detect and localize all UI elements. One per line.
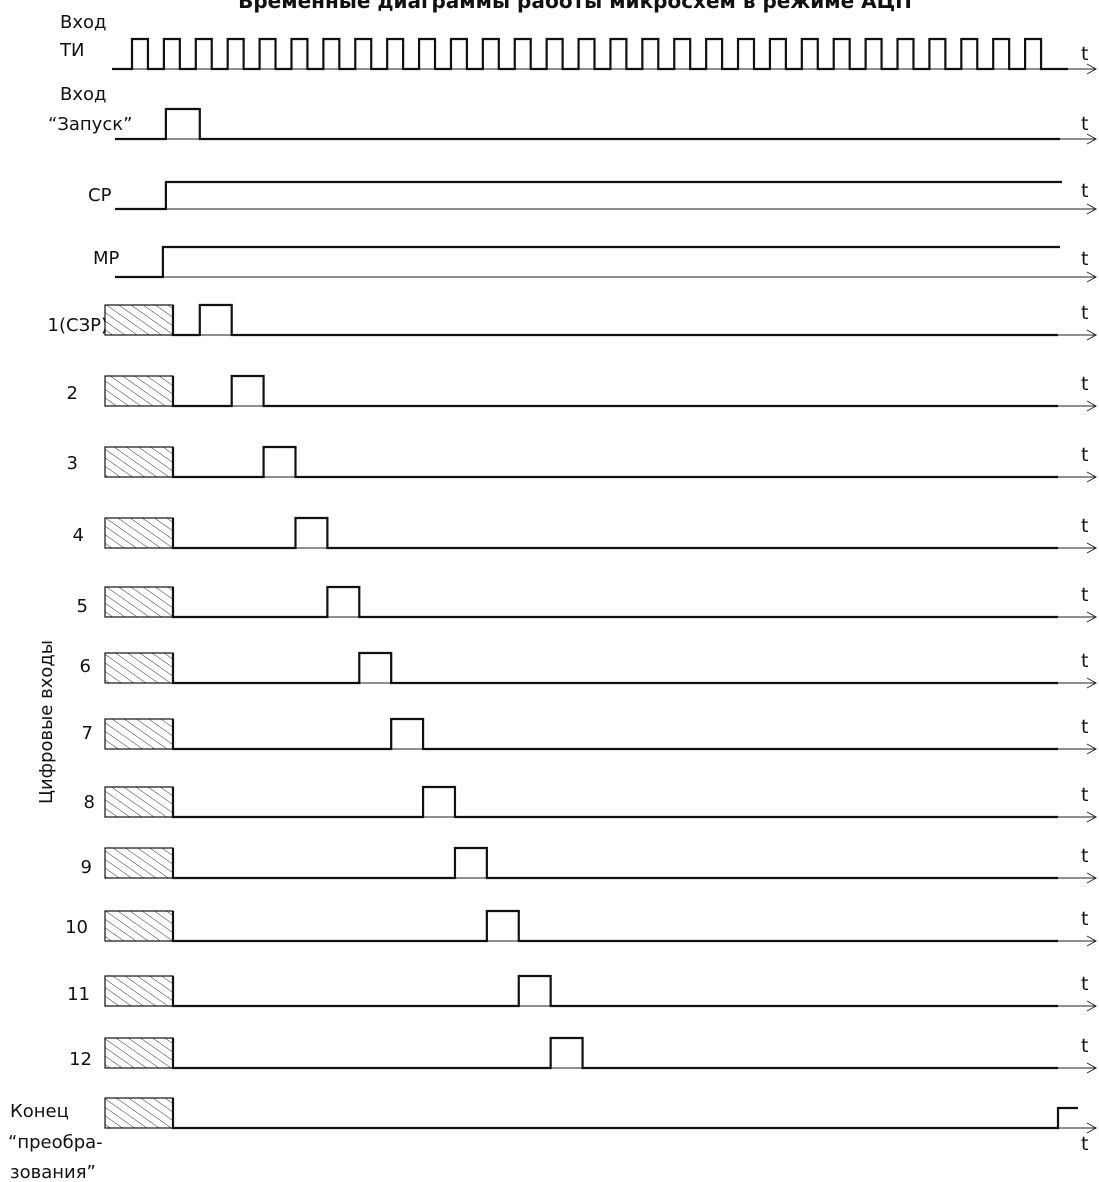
hatch-bit-8 [104, 786, 174, 818]
time-label-bit7: t [1081, 716, 1088, 738]
bit-label-10: 10 [65, 917, 88, 938]
hatch-bit-3 [104, 446, 174, 478]
bit-label-9: 9 [81, 857, 92, 878]
bit-label-12: 12 [69, 1049, 92, 1070]
bit-label-4: 4 [73, 525, 84, 546]
time-axis-arrow-bit3 [1086, 471, 1098, 483]
hatch-bit-10 [104, 910, 174, 942]
start-label-line2: “Запуск” [48, 114, 132, 135]
ti-label-line1: Вход [60, 12, 106, 33]
bit-label-11: 11 [67, 984, 90, 1005]
bit-label-2: 2 [67, 383, 78, 404]
time-label-bit2: t [1081, 373, 1088, 395]
bit-label-6: 6 [80, 656, 91, 677]
bit-waveform-8 [171, 785, 1058, 819]
bit-waveform-9 [171, 846, 1058, 880]
eoc-label-line3: зования” [10, 1162, 96, 1182]
hatch-bit-9 [104, 847, 174, 879]
time-axis-arrow-mr [1086, 271, 1098, 283]
time-axes: t t t t t t t t t t t t t t t t t [105, 43, 1098, 1155]
bit-waveform-2 [171, 374, 1058, 408]
time-axis-arrow-bit6 [1086, 677, 1098, 689]
time-label-start: t [1081, 113, 1088, 135]
hatch-bit-1 [104, 304, 174, 336]
undefined-state-hatches [104, 304, 174, 1129]
time-label-bit6: t [1081, 650, 1088, 672]
clock-waveform [112, 37, 1068, 71]
sr-waveform [115, 180, 1062, 211]
bit-waveform-11 [171, 974, 1058, 1008]
time-label-bit3: t [1081, 444, 1088, 466]
hatch-bit-12 [104, 1037, 174, 1069]
bit-label-1: 1(СЗР) [48, 315, 108, 336]
signal-waveforms [112, 37, 1078, 1130]
bit-waveform-3 [171, 445, 1058, 479]
bit-label-3: 3 [67, 453, 78, 474]
time-label-bit5: t [1081, 584, 1088, 606]
time-axis-arrow-bit10 [1086, 935, 1098, 947]
time-axis-arrow-bit5 [1086, 611, 1098, 623]
time-axis-arrow-bit8 [1086, 811, 1098, 823]
time-axis-arrow-start [1086, 133, 1098, 145]
time-label-bit1: t [1081, 302, 1088, 324]
mr-label: МР [93, 248, 120, 269]
start-waveform [115, 107, 1060, 141]
bit-label-8: 8 [84, 792, 95, 813]
time-label-bit12: t [1081, 1035, 1088, 1057]
start-label-line1: Вход [60, 84, 106, 105]
time-axis-arrow-bit9 [1086, 872, 1098, 884]
time-label-bit4: t [1081, 515, 1088, 537]
bit-waveform-6 [171, 651, 1058, 685]
time-axis-arrow-eoc [1086, 1122, 1098, 1134]
hatch-bit-6 [104, 652, 174, 684]
time-label-sr: t [1081, 180, 1088, 202]
hatch-bit-4 [104, 517, 174, 549]
digital-inputs-group-label: Цифровые входы [36, 640, 57, 804]
bit-waveform-1 [171, 303, 1058, 337]
hatch-bit-5 [104, 586, 174, 618]
eoc-label-line2: “преобра- [8, 1132, 103, 1153]
time-label-bit10: t [1081, 908, 1088, 930]
bit-label-5: 5 [77, 596, 88, 617]
time-label-ti: t [1081, 43, 1088, 65]
bit-waveform-12 [171, 1036, 1058, 1070]
time-axis-arrow-bit4 [1086, 542, 1098, 554]
time-label-bit9: t [1081, 845, 1088, 867]
time-axis-arrow-ti [1086, 63, 1098, 75]
mr-waveform [115, 245, 1060, 279]
bit-waveform-5 [171, 585, 1058, 619]
bit-waveform-10 [171, 909, 1058, 943]
ti-label-line2: ТИ [59, 40, 84, 61]
time-axis-arrow-bit12 [1086, 1062, 1098, 1074]
bit-waveform-7 [171, 717, 1058, 751]
hatch-bit-2 [104, 375, 174, 407]
hatch-bit-7 [104, 718, 174, 750]
diagram-title: Временные диаграммы работы микросхем в р… [238, 0, 912, 13]
time-label-bit8: t [1081, 784, 1088, 806]
time-axis-arrow-bit11 [1086, 1000, 1098, 1012]
time-label-bit11: t [1081, 973, 1088, 995]
time-axis-arrow-bit1 [1086, 329, 1098, 341]
time-label-mr: t [1081, 248, 1088, 270]
eoc-waveform [171, 1098, 1078, 1130]
eoc-label-line1: Конец [10, 1101, 69, 1122]
hatch-eoc [104, 1097, 174, 1129]
time-axis-arrow-bit7 [1086, 743, 1098, 755]
time-label-eoc: t [1081, 1133, 1088, 1155]
sr-label: СР [88, 185, 112, 206]
time-axis-arrow-bit2 [1086, 400, 1098, 412]
hatch-bit-11 [104, 975, 174, 1007]
bit-label-7: 7 [82, 723, 93, 744]
time-axis-arrow-sr [1086, 203, 1098, 215]
bit-waveform-4 [171, 516, 1058, 550]
